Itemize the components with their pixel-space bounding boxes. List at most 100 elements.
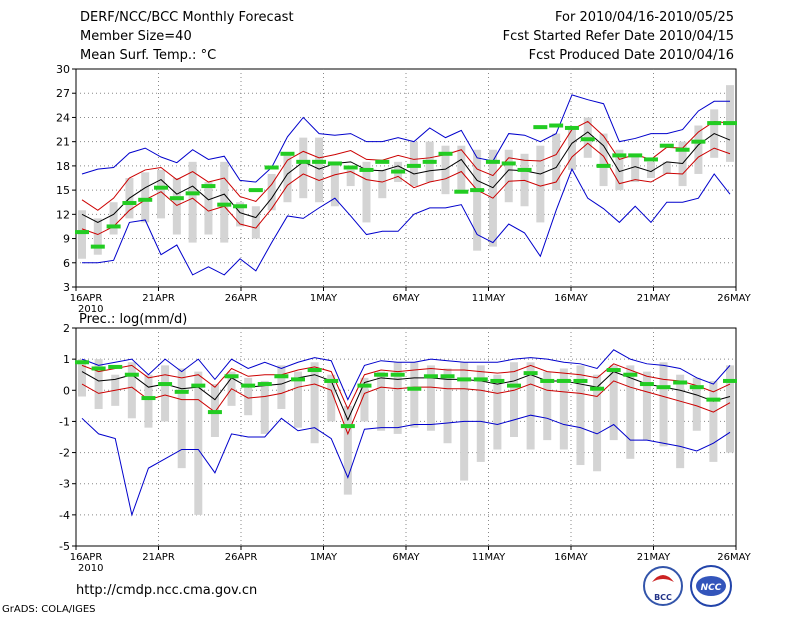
median-marker (75, 230, 89, 235)
y-tick-label: -5 (59, 540, 70, 553)
chart-title: DERF/NCC/BCC Monthly Forecast (80, 10, 294, 25)
ncc-logo-globe (696, 576, 726, 596)
median-marker (122, 201, 137, 206)
box-bar (294, 371, 302, 428)
box-bar (676, 374, 685, 469)
median-marker (457, 377, 472, 382)
median-marker (440, 374, 455, 379)
bcc-logo-swirl (652, 575, 674, 582)
box-bar (615, 149, 624, 191)
box-bar (127, 362, 136, 419)
series-mean-line (81, 371, 731, 422)
median-marker (723, 121, 737, 126)
y-tick-label: 27 (56, 87, 70, 100)
box-bar (409, 141, 418, 187)
y-tick-label: 30 (56, 63, 70, 76)
median-marker (422, 159, 437, 164)
x-year-label: 2010 (78, 563, 103, 574)
median-marker (296, 159, 311, 164)
box-bar (78, 359, 86, 397)
box-bar (510, 362, 518, 437)
median-marker (673, 380, 688, 385)
median-marker (573, 378, 588, 383)
box-bar (493, 374, 502, 450)
box-bar (315, 137, 324, 203)
median-marker (375, 159, 390, 164)
box-bar (526, 362, 535, 450)
x-tick-label: 26MAY (717, 293, 751, 304)
x-tick-label: 16MAY (554, 293, 588, 304)
median-marker (138, 197, 153, 202)
box-bar (726, 365, 734, 453)
box-bar (251, 206, 260, 239)
x-tick-label: 26APR (225, 552, 258, 563)
box-bar (204, 182, 213, 235)
x-tick-label: 21APR (142, 552, 175, 563)
median-marker (473, 377, 488, 382)
fcst-started-date: Fcst Started Refer Date 2010/04/15 (502, 29, 734, 44)
y-tick-label: 12 (56, 208, 70, 221)
y-tick-label: 6 (63, 257, 70, 270)
median-marker (391, 169, 406, 174)
box-bar (310, 362, 319, 444)
median-marker (141, 396, 156, 401)
median-marker (406, 163, 421, 168)
box-bar (161, 365, 170, 422)
median-marker (357, 383, 372, 388)
median-marker (374, 372, 389, 377)
y-tick-label: -2 (59, 447, 70, 460)
box-bar (172, 178, 181, 235)
box-bar (576, 365, 585, 466)
box-bar (642, 371, 651, 441)
median-marker (224, 374, 239, 379)
median-marker (185, 191, 200, 196)
box-bar (426, 365, 435, 431)
box-bar (709, 380, 718, 462)
box-bar (393, 362, 402, 434)
x-tick-label: 26APR (225, 293, 258, 304)
variable-label: Mean Surf. Temp.: °C (80, 48, 217, 63)
box-bar (244, 377, 253, 416)
y-tick-label: 3 (63, 281, 70, 294)
box-bar (543, 371, 552, 441)
box-bar (504, 149, 513, 203)
box-bar (157, 169, 166, 219)
median-marker (307, 368, 322, 373)
median-marker (390, 372, 405, 377)
median-marker (327, 161, 342, 166)
median-marker (75, 360, 89, 365)
median-marker (312, 159, 327, 164)
box-bar (476, 365, 485, 462)
median-marker (257, 382, 272, 387)
box-bar (593, 374, 602, 472)
box-bar (260, 380, 269, 434)
x-tick-label: 26MAY (717, 552, 751, 563)
member-size: Member Size=40 (80, 29, 192, 44)
box-bar (94, 359, 103, 409)
bcc-logo-text: BCC (654, 593, 672, 602)
x-tick-label: 21APR (142, 293, 175, 304)
bcc-logo: BCC (643, 566, 683, 606)
y-tick-label: 21 (56, 136, 70, 149)
median-marker (154, 185, 169, 190)
median-marker (454, 189, 469, 194)
box-bar (473, 149, 482, 251)
y-tick-label: -3 (59, 478, 70, 491)
forecast-period: For 2010/04/16-2010/05/25 (555, 10, 734, 25)
box-bar (692, 377, 701, 431)
y-tick-label: 9 (63, 233, 70, 246)
median-marker (523, 371, 538, 376)
median-marker (540, 378, 555, 383)
box-bar (362, 161, 371, 223)
box-bar (343, 405, 352, 495)
median-marker (124, 372, 139, 377)
box-bar (694, 125, 703, 174)
x-tick-label: 16APR (70, 293, 103, 304)
source-url[interactable]: http://cmdp.ncc.cma.gov.cn (76, 583, 258, 598)
series-max-line (81, 94, 730, 183)
median-marker (91, 366, 106, 371)
box-bar (327, 374, 336, 422)
series-min-line (81, 414, 731, 517)
box-bar (360, 377, 369, 422)
median-marker (623, 372, 638, 377)
